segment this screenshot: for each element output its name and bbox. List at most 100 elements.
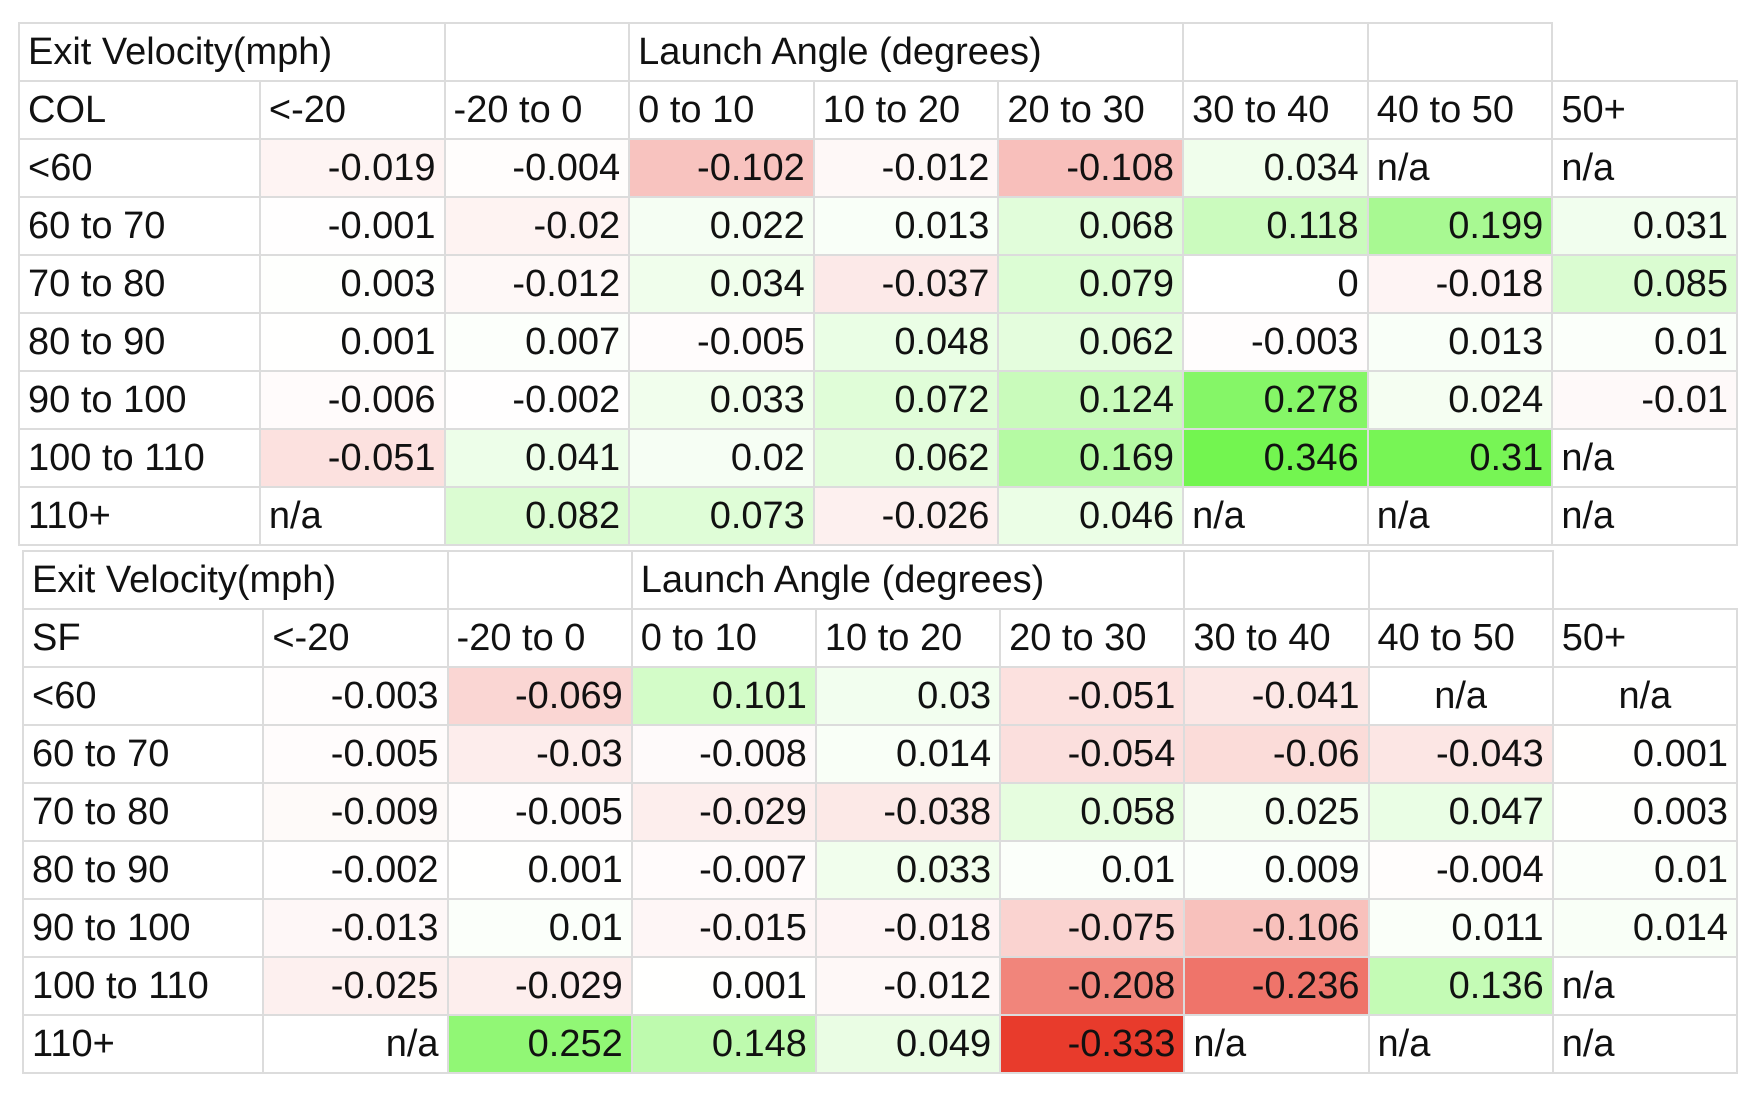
heatmap-cell: 0.01 <box>999 840 1186 900</box>
heatmap-cell: 0.082 <box>443 486 631 546</box>
heatmap-cell: n/a <box>1366 486 1554 546</box>
heatmap-cell: 0.148 <box>630 1014 817 1074</box>
heatmap-cell: -0.333 <box>999 1014 1186 1074</box>
heatmap-cell: 0.034 <box>1182 138 1369 198</box>
heatmap-cell: 0.278 <box>1182 370 1369 430</box>
column-header: -20 to 0 <box>446 608 633 668</box>
heatmap-cell: -0.236 <box>1183 956 1370 1016</box>
table-row: 110+ n/a 0.252 0.148 0.049 -0.333 n/a n/a n/a <box>21 1014 1739 1074</box>
row-label: 80 to 90 <box>18 312 261 372</box>
heatmap-cell: -0.054 <box>999 724 1186 784</box>
heatmap-cell: 0.003 <box>258 254 446 314</box>
heatmap-cell: 0.03 <box>814 666 1002 726</box>
heatmap-cell: -0.018 <box>1366 254 1554 314</box>
column-header: 0 to 10 <box>628 80 815 140</box>
heatmap-cell: -0.018 <box>814 898 1002 958</box>
table-row: 100 to 110 -0.025 -0.029 0.001 -0.012 -0.208-… <box>21 956 1739 1016</box>
heatmap-cell: -0.051 <box>258 428 446 488</box>
heatmap-cell: 0.033 <box>628 370 815 430</box>
heatmap-cell: 0.024 <box>1366 370 1554 430</box>
heatmap-cell: 0.252 <box>446 1014 633 1074</box>
header-blank-cell <box>1182 22 1369 82</box>
header-blank-cell <box>446 550 633 610</box>
heatmap-cell: -0.003 <box>1182 312 1369 372</box>
column-header: 0 to 10 <box>630 608 817 668</box>
column-header: -20 to 0 <box>443 80 631 140</box>
heatmap-cell: 0.073 <box>628 486 815 546</box>
heatmap-cell: n/a <box>1183 1014 1370 1074</box>
heatmap-cell: 0.058 <box>999 782 1186 842</box>
row-label: 60 to 70 <box>18 196 261 256</box>
heatmap-cell: -0.004 <box>443 138 631 198</box>
heatmap-cell: 0.001 <box>630 956 817 1016</box>
heatmap-cell: -0.069 <box>446 666 633 726</box>
row-label: <60 <box>18 138 261 198</box>
heatmap-cell: 0 <box>1182 254 1369 314</box>
heatmap-cell: n/a <box>1551 1014 1739 1074</box>
column-header: 40 to 50 <box>1367 608 1554 668</box>
heatmap-cell: 0.136 <box>1367 956 1554 1016</box>
heatmap-cell: 0.001 <box>1551 724 1739 784</box>
heatmap-cell: 0.046 <box>997 486 1185 546</box>
heatmap-cell: 0.013 <box>812 196 1000 256</box>
heatmap-cell: n/a <box>1182 486 1369 546</box>
heatmap-cell: 0.022 <box>628 196 815 256</box>
table-row: 60 to 70 -0.005 -0.03 -0.008 0.014 -0.054 -0.0… <box>21 724 1739 784</box>
heatmap-cell: 0.003 <box>1551 782 1739 842</box>
heatmap-cell: 0.02 <box>628 428 815 488</box>
heatmap-cell: -0.004 <box>1367 840 1554 900</box>
heatmap-cell: -0.208 <box>999 956 1186 1016</box>
table-row: 70 to 80 0.003 -0.012 0.034 -0.037 0.079 0 -0.0… <box>18 254 1738 314</box>
team-label: SF <box>21 608 265 668</box>
heatmap-cell: -0.005 <box>262 724 449 784</box>
heatmap-cell: -0.002 <box>443 370 631 430</box>
heatmap-cell: 0.01 <box>446 898 633 958</box>
row-label: 80 to 90 <box>21 840 265 900</box>
heatmap-cell: 0.007 <box>443 312 631 372</box>
row-axis-label: Exit Velocity(mph) <box>18 22 446 82</box>
column-header: <-20 <box>258 80 446 140</box>
heatmap-cell: 0.169 <box>997 428 1185 488</box>
table-row: 110+ n/a 0.082 0.073 -0.026 0.046 n/a n/a n/a <box>18 486 1738 546</box>
table-row: <60 -0.019 -0.004 -0.102 -0.012 -0.108 0.034 n/… <box>18 138 1738 198</box>
column-header: 20 to 30 <box>997 80 1185 140</box>
heatmap-cell: -0.041 <box>1183 666 1370 726</box>
table-row: 100 to 110 -0.051 0.041 0.02 0.062 0.169 0.346… <box>18 428 1738 488</box>
heatmap-cell: -0.026 <box>812 486 1000 546</box>
heatmap-cell: n/a <box>258 486 446 546</box>
table-row: 90 to 100 -0.006 -0.002 0.033 0.072 0.124 0.27… <box>18 370 1738 430</box>
heatmap-cell: -0.108 <box>997 138 1185 198</box>
heatmap-cell: 0.079 <box>997 254 1185 314</box>
heatmap-cell: n/a <box>1367 1014 1554 1074</box>
axis-title-row: Exit Velocity(mph) Launch Angle (degrees) <box>18 22 1737 82</box>
team-label: COL <box>18 80 261 140</box>
axis-title-row: Exit Velocity(mph) Launch Angle (degrees) <box>22 550 1737 610</box>
heatmap-cell: 0.124 <box>997 370 1185 430</box>
heatmap-cell: -0.008 <box>630 724 817 784</box>
row-label: 110+ <box>18 486 261 546</box>
table-row: 90 to 100 -0.013 0.01 -0.015 -0.018 -0.075 -0.… <box>21 898 1739 958</box>
heatmap-cell: -0.01 <box>1551 370 1738 430</box>
heatmap-cell: n/a <box>1551 486 1738 546</box>
row-label: 90 to 100 <box>21 898 265 958</box>
heatmap-cell: -0.038 <box>814 782 1002 842</box>
heatmap-cell: 0.101 <box>630 666 817 726</box>
column-header: 30 to 40 <box>1183 608 1370 668</box>
sf-heatmap-table: Exit Velocity(mph) Launch Angle (degrees)… <box>21 550 1739 1074</box>
heatmap-cell: -0.06 <box>1183 724 1370 784</box>
heatmap-cell: -0.015 <box>630 898 817 958</box>
heatmap-cell: 0.118 <box>1182 196 1369 256</box>
heatmap-cell: -0.02 <box>443 196 631 256</box>
heatmap-cell: 0.068 <box>997 196 1185 256</box>
header-blank-cell <box>1366 22 1554 82</box>
heatmap-cell: -0.051 <box>999 666 1186 726</box>
column-axis-label: Launch Angle (degrees) <box>630 550 1186 610</box>
heatmap-cell: 0.062 <box>812 428 1000 488</box>
column-header: 10 to 20 <box>814 608 1002 668</box>
heatmap-cell: n/a <box>1367 666 1554 726</box>
heatmap-cell: -0.03 <box>446 724 633 784</box>
row-label: 60 to 70 <box>21 724 265 784</box>
row-label: 100 to 110 <box>18 428 261 488</box>
table-row: 70 to 80 -0.009 -0.005 -0.029 -0.038 0.058 0.0… <box>21 782 1739 842</box>
